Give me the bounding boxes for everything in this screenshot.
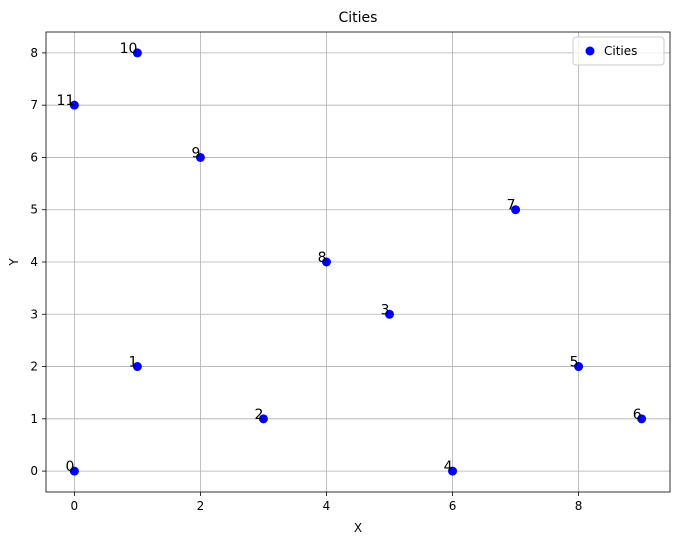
y-tick-label: 7 [30, 98, 38, 112]
data-point-label: 5 [570, 355, 579, 371]
x-tick-label: 8 [575, 499, 583, 513]
data-point [511, 205, 521, 215]
data-point-label: 0 [65, 459, 74, 475]
data-point-label: 4 [444, 459, 453, 475]
y-tick-label: 0 [30, 464, 38, 478]
x-tick-label: 0 [71, 499, 79, 513]
y-tick-label: 6 [30, 150, 38, 164]
legend-label: Cities [604, 44, 637, 58]
data-point [132, 362, 142, 372]
data-point-label: 6 [633, 407, 642, 423]
axis-ticks: 0 2 4 6 8 0 1 2 3 4 5 6 7 8 [30, 46, 582, 513]
x-axis-label: X [354, 521, 362, 535]
data-point [69, 466, 79, 476]
point-labels: 0 1 2 3 4 5 6 7 8 9 10 11 [57, 41, 642, 475]
x-tick-label: 2 [197, 499, 205, 513]
chart-title: Cities [339, 10, 378, 26]
y-tick-label: 2 [30, 360, 38, 374]
legend: Cities [572, 36, 665, 66]
y-tick-label: 4 [30, 255, 38, 269]
data-point [321, 257, 331, 267]
data-point [637, 414, 647, 424]
data-points [69, 48, 647, 476]
data-point-label: 8 [318, 250, 327, 266]
data-point [448, 466, 458, 476]
data-point-label: 9 [192, 145, 201, 161]
grid [46, 32, 670, 492]
data-point [132, 48, 142, 58]
y-tick-label: 3 [30, 307, 38, 321]
data-point-label: 1 [128, 355, 137, 371]
plot-area-frame [45, 31, 671, 493]
data-point [574, 362, 584, 372]
data-point [69, 100, 79, 110]
data-point [195, 152, 205, 162]
data-point-label: 11 [57, 93, 75, 109]
data-point-label: 2 [255, 407, 264, 423]
y-tick-label: 8 [30, 46, 38, 60]
x-tick-label: 6 [449, 499, 457, 513]
legend-marker [585, 46, 595, 56]
data-point [258, 414, 268, 424]
y-tick-label: 5 [30, 203, 38, 217]
y-tick-label: 1 [30, 412, 38, 426]
y-axis-label: Y [7, 258, 21, 267]
legend-frame [572, 36, 665, 66]
data-point [385, 309, 395, 319]
data-point-label: 10 [120, 41, 138, 57]
x-tick-label: 4 [323, 499, 331, 513]
data-point-label: 3 [381, 302, 390, 318]
data-point-label: 7 [507, 198, 516, 214]
